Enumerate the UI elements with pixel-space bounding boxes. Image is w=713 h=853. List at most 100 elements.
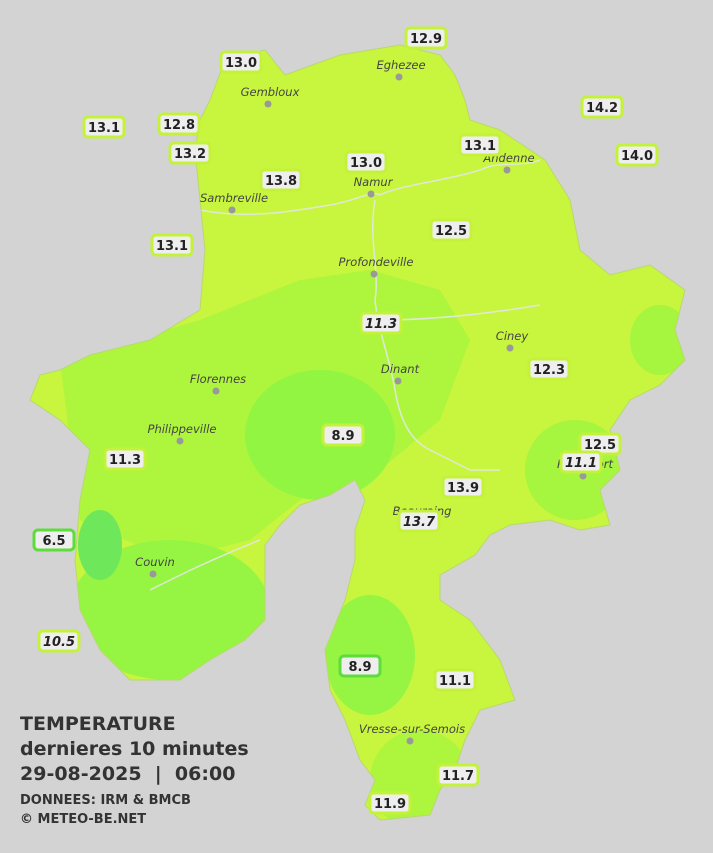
station: 13.8 xyxy=(259,168,303,192)
station-temperature: 13.0 xyxy=(225,56,257,71)
station: 14.2 xyxy=(580,95,624,119)
station: 12.3 xyxy=(527,357,571,381)
station: 13.1 xyxy=(458,133,502,157)
station: 12.5 xyxy=(578,432,622,456)
city-dot xyxy=(506,344,514,352)
city-name: Vresse-sur-Semois xyxy=(359,722,465,736)
city-dot xyxy=(503,166,511,174)
station-temperature: 12.9 xyxy=(410,32,442,47)
city-dot xyxy=(579,472,587,480)
station-box xyxy=(458,133,502,157)
station-temperature: 11.3 xyxy=(109,453,141,468)
station-temperature: 8.9 xyxy=(331,429,354,444)
station: 6.5 xyxy=(32,528,76,552)
station-temperature: 6.5 xyxy=(42,534,65,549)
station-box xyxy=(441,475,485,499)
station-temperature: 14.0 xyxy=(621,149,653,164)
station-box xyxy=(433,668,477,692)
station-box xyxy=(615,143,659,167)
station-temperature: 13.7 xyxy=(403,515,436,530)
city-name: Ciney xyxy=(496,329,529,343)
city-dot xyxy=(406,737,414,745)
station-box xyxy=(338,654,382,678)
station-box xyxy=(37,629,81,653)
station-box xyxy=(219,50,263,74)
city-name: Sambreville xyxy=(200,191,268,205)
station: 11.7 xyxy=(436,763,480,787)
station-box xyxy=(429,218,473,242)
station-box xyxy=(32,528,76,552)
city-name: Couvin xyxy=(135,555,175,569)
city-name: Profondeville xyxy=(339,255,414,269)
station-box xyxy=(168,141,212,165)
station-temperature: 11.1 xyxy=(565,456,597,471)
city-dot xyxy=(367,190,375,198)
station: 11.3 xyxy=(359,311,403,335)
city-dot xyxy=(176,437,184,445)
station-temperature: 12.3 xyxy=(533,363,565,378)
station-box xyxy=(527,357,571,381)
legend-title: TEMPERATURE xyxy=(20,713,176,735)
station: 13.1 xyxy=(150,233,194,257)
city-dot xyxy=(228,206,236,214)
station-temperature: 13.1 xyxy=(156,239,188,254)
station-box xyxy=(436,763,480,787)
legend-subtitle: dernieres 10 minutes xyxy=(20,738,249,760)
station-box xyxy=(404,26,448,50)
station: 11.1 xyxy=(433,668,477,692)
station-temperature: 13.8 xyxy=(265,174,297,189)
station: 8.9 xyxy=(321,423,365,447)
legend-copyright: © METEO-BE.NET xyxy=(20,812,146,827)
city-name: Gembloux xyxy=(241,85,300,99)
station-box xyxy=(321,423,365,447)
station-temperature: 13.9 xyxy=(447,481,479,496)
station: 13.9 xyxy=(441,475,485,499)
station-box xyxy=(397,509,441,533)
station-temperature: 13.0 xyxy=(350,156,382,171)
station-temperature: 13.1 xyxy=(464,139,496,154)
station-box xyxy=(157,112,201,136)
station: 13.7 xyxy=(397,509,441,533)
station: 14.0 xyxy=(615,143,659,167)
station-box xyxy=(559,450,603,474)
station-temperature: 12.5 xyxy=(435,224,467,239)
city-name: Dinant xyxy=(381,362,420,376)
station-box xyxy=(259,168,303,192)
station: 13.0 xyxy=(344,150,388,174)
city-name: Eghezee xyxy=(376,58,425,72)
station-box xyxy=(150,233,194,257)
legend-datetime: 29-08-2025 | 06:00 xyxy=(20,763,235,785)
station: 12.5 xyxy=(429,218,473,242)
city-dot xyxy=(395,73,403,81)
city-dot xyxy=(370,270,378,278)
station-box xyxy=(344,150,388,174)
city-dot xyxy=(264,100,272,108)
station-temperature: 12.8 xyxy=(163,118,195,133)
station: 13.2 xyxy=(168,141,212,165)
city-dot xyxy=(212,387,220,395)
station: 12.9 xyxy=(404,26,448,50)
station-box xyxy=(368,791,412,815)
station-temperature: 14.2 xyxy=(586,101,618,116)
city-dot xyxy=(149,570,157,578)
station-temperature: 11.1 xyxy=(439,674,471,689)
station: 11.9 xyxy=(368,791,412,815)
station: 11.1 xyxy=(559,450,603,474)
station: 12.8 xyxy=(157,112,201,136)
station: 13.1 xyxy=(82,115,126,139)
city-name: Namur xyxy=(354,175,394,189)
station: 13.0 xyxy=(219,50,263,74)
city-dot xyxy=(394,377,402,385)
legend: TEMPERATURE dernieres 10 minutes 29-08-2… xyxy=(20,713,249,827)
station: 10.5 xyxy=(37,629,81,653)
station-box xyxy=(359,311,403,335)
station-temperature: 11.7 xyxy=(442,769,474,784)
station-box xyxy=(580,95,624,119)
station: 11.3 xyxy=(103,447,147,471)
station-temperature: 11.9 xyxy=(374,797,406,812)
station-temperature: 13.2 xyxy=(174,147,206,162)
station: 8.9 xyxy=(338,654,382,678)
station-box xyxy=(103,447,147,471)
station-box xyxy=(82,115,126,139)
